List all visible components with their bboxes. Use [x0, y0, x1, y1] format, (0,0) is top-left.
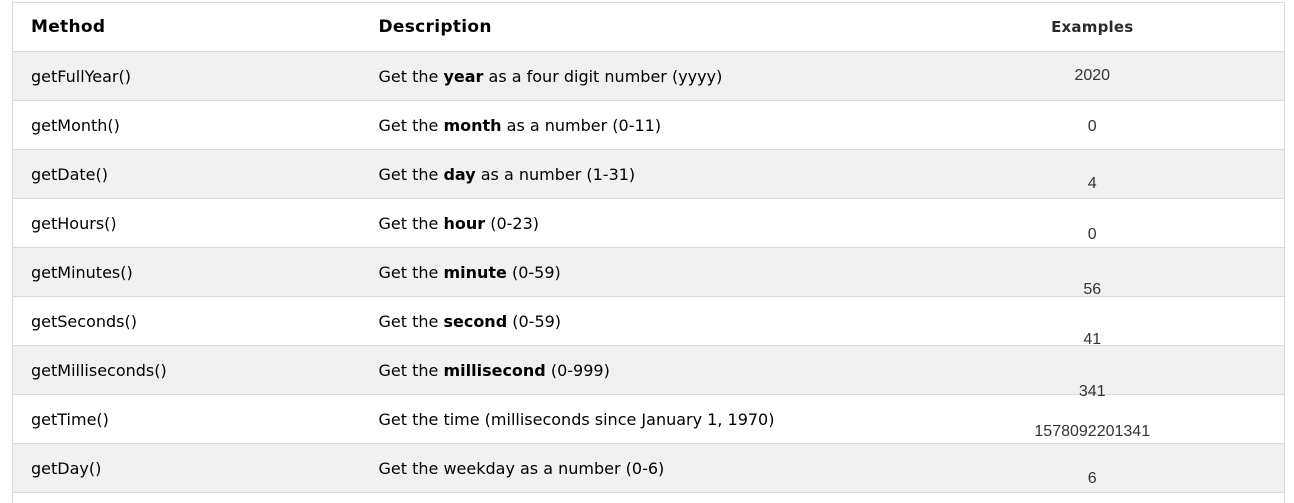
description-keyword: millisecond — [443, 360, 546, 380]
description-keyword: day — [443, 164, 476, 184]
description-text: Get the — [378, 262, 444, 282]
example-cell: 6 — [900, 443, 1285, 493]
column-header-examples: Examples — [900, 2, 1285, 52]
table-row: getMinutes() Get the minute (0-59) 56 — [12, 247, 1285, 298]
description-text: Get the — [378, 164, 444, 184]
method-cell: getDate() — [12, 149, 361, 199]
description-keyword: second — [443, 311, 508, 331]
example-cell: 0 — [900, 100, 1285, 150]
description-text: as a number (1-31) — [475, 164, 636, 184]
method-cell: getMilliseconds() — [12, 345, 361, 395]
description-keyword: minute — [443, 262, 507, 282]
description-cell: Get the time (milliseconds since January… — [360, 394, 901, 444]
table-row: getFullYear() Get the year as a four dig… — [12, 51, 1285, 101]
example-cell: 2020 — [900, 51, 1285, 101]
description-cell: Get the month as a number (0-11) — [360, 100, 901, 150]
table-row: getDate() Get the day as a number (1-31)… — [12, 149, 1285, 199]
description-cell: Get the second (0-59) — [360, 296, 901, 346]
description-cell: Get the weekday as a number (0-6) — [360, 443, 901, 493]
example-cell — [900, 492, 1285, 503]
description-text: Get the — [378, 213, 444, 233]
example-cell: 4 — [900, 149, 1285, 199]
example-value: 41 — [1083, 331, 1102, 348]
description-text: (0-999) — [545, 360, 610, 380]
description-text: Get the — [378, 311, 444, 331]
description-cell — [360, 492, 901, 503]
example-value: 0 — [1087, 118, 1097, 135]
method-cell: getTime() — [12, 394, 361, 444]
column-header-method: Method — [12, 2, 361, 52]
table-row: getDay() Get the weekday as a number (0-… — [12, 443, 1285, 493]
description-cell: Get the year as a four digit number (yyy… — [360, 51, 901, 101]
method-cell: getMonth() — [12, 100, 361, 150]
description-text: Get the time (milliseconds since January… — [378, 409, 775, 429]
method-cell: getDay() — [12, 443, 361, 493]
table-row: getMilliseconds() Get the millisecond (0… — [12, 345, 1285, 400]
example-value: 0 — [1087, 226, 1097, 243]
description-keyword: hour — [443, 213, 486, 233]
description-keyword: month — [443, 115, 502, 135]
description-text: as a four digit number (yyyy) — [483, 66, 723, 86]
description-text: Get the — [378, 66, 444, 86]
method-cell: getHours() — [12, 198, 361, 248]
example-cell: 0 — [900, 198, 1285, 248]
example-value: 341 — [1078, 383, 1106, 400]
method-cell: getSeconds() — [12, 296, 361, 346]
description-text: (0-59) — [507, 311, 562, 331]
description-text: Get the — [378, 360, 444, 380]
example-value: 4 — [1087, 175, 1097, 192]
example-value: 56 — [1083, 281, 1102, 298]
example-value: 2020 — [1074, 67, 1111, 84]
method-cell: getFullYear() — [12, 51, 361, 101]
table-row: getSeconds() Get the second (0-59) 41 — [12, 296, 1285, 348]
example-cell: 41 — [900, 296, 1285, 348]
column-header-description: Description — [360, 2, 901, 52]
description-text: (0-23) — [485, 213, 540, 233]
description-text: (0-59) — [506, 262, 561, 282]
description-cell: Get the hour (0-23) — [360, 198, 901, 248]
method-cell: getMinutes() — [12, 247, 361, 297]
example-cell: 56 — [900, 247, 1285, 298]
description-text: Get the weekday as a number (0-6) — [378, 458, 665, 478]
description-cell: Get the day as a number (1-31) — [360, 149, 901, 199]
method-cell — [12, 492, 361, 503]
description-keyword: year — [443, 66, 484, 86]
table-row-partial — [12, 492, 1285, 503]
header-row: Method Description Examples — [12, 2, 1285, 52]
table-row: getMonth() Get the month as a number (0-… — [12, 100, 1285, 150]
example-cell: 341 — [900, 345, 1285, 400]
description-cell: Get the minute (0-59) — [360, 247, 901, 297]
example-value: 6 — [1087, 470, 1097, 487]
description-cell: Get the millisecond (0-999) — [360, 345, 901, 395]
description-text: Get the — [378, 115, 444, 135]
table-row: getTime() Get the time (milliseconds sin… — [12, 394, 1285, 444]
description-text: as a number (0-11) — [501, 115, 662, 135]
table-row: getHours() Get the hour (0-23) 0 — [12, 198, 1285, 248]
example-value: 1578092201341 — [1034, 423, 1151, 440]
example-cell: 1578092201341 — [900, 394, 1285, 444]
date-methods-table: Method Description Examples getFullYear(… — [12, 2, 1285, 503]
